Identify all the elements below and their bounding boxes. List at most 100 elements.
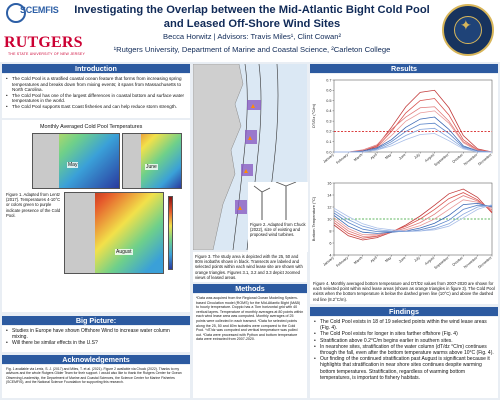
x-tick-label: October: [452, 255, 465, 267]
x-tick-label: March: [353, 256, 363, 265]
list-item: The Cold Pool is a stratified coastal oc…: [6, 76, 186, 93]
y-axis-label: DT/Dz (°C/m): [311, 103, 316, 128]
methods-text: *Data was acquired from the Regional Oce…: [196, 296, 304, 342]
list-item: The Cold Pool supports East Coast fisher…: [6, 104, 186, 110]
results-heading: Results: [310, 64, 498, 73]
series-line: [334, 133, 492, 153]
x-tick-label: November: [463, 255, 479, 269]
poster-authors: Becca Horwitz | Advisors: Travis Miles¹,…: [163, 32, 341, 41]
series-line: [333, 188, 493, 241]
x-tick-label: June: [398, 256, 407, 264]
acknowledgements-panel: Fig. 1 available via Lentz, S. J. (2017)…: [2, 365, 190, 398]
series-line: [333, 202, 493, 234]
x-tick-label: November: [463, 152, 479, 166]
poster-header: SCEMFIS RUTGERS THE STATE UNIVERSITY OF …: [0, 0, 500, 62]
x-tick-label: January: [322, 256, 335, 267]
x-tick-label: June: [398, 153, 407, 161]
carleton-college-seal: ✦: [442, 4, 494, 56]
y-tick-label: 0.2: [326, 130, 331, 134]
x-tick-label: December: [477, 152, 493, 166]
map-label-may: May: [67, 162, 79, 168]
poster-affiliation: ¹Rutgers University, Department of Marin…: [113, 45, 391, 54]
figure2-caption: Figure 2. Adapted from Chuck (2022), siz…: [250, 222, 306, 238]
x-tick-label: February: [335, 256, 349, 268]
findings-heading: Findings: [310, 307, 498, 316]
figure3-caption-panel: Figure 3. The study area is depicted wit…: [193, 252, 307, 282]
list-item: Will there be similar effects in the U.S…: [6, 340, 186, 346]
series-line: [334, 106, 493, 153]
findings-panel: The Cold Pool exists in 18 of 19 selecte…: [310, 317, 498, 398]
y-tick-label: 0.7: [326, 78, 331, 82]
figure1-caption: Figure 1. Adapted from Lentz (2017). Tem…: [6, 192, 61, 218]
series-line: [333, 204, 493, 232]
series-line: [334, 116, 493, 153]
wind-turbine-illustration: [253, 181, 297, 220]
y-tick-label: 0.5: [326, 99, 331, 103]
big-picture-panel: Studies in Europe have shown Offshore Wi…: [2, 326, 190, 352]
big-picture-bullets: Studies in Europe have shown Offshore Wi…: [6, 328, 186, 347]
y-axis-label: Bottom Temperature (°C): [311, 196, 316, 241]
x-tick-label: September: [434, 152, 451, 167]
acknowledgements-text: Fig. 1 available via Lentz, S. J. (2017)…: [6, 367, 182, 384]
results-panel: 0.0 0.1 0.2 0.3 0.4 0.5 0.6 0.7 DT/Dz (°C/m) Janu…: [310, 74, 498, 304]
y-tick-label: 12: [327, 205, 331, 209]
x-tick-label: October: [452, 152, 465, 164]
y-tick-label: 16: [327, 181, 331, 185]
y-tick-label: 0.1: [326, 140, 331, 144]
map-label-august: August: [115, 249, 133, 255]
x-tick-label: December: [477, 255, 493, 269]
y-tick-label: 0.6: [326, 89, 331, 93]
list-item: The Cold Pool has one of the largest dif…: [6, 93, 186, 104]
x-tick-label: April: [370, 256, 378, 264]
figure1-panel: Monthly Averaged Cold Pool Temperatures …: [2, 120, 190, 312]
introduction-bullets: The Cold Pool is a stratified coastal oc…: [6, 76, 186, 110]
series-line: [333, 199, 493, 235]
scemfis-logo: SCEMFIS: [6, 3, 64, 25]
x-tick-label: April: [370, 153, 378, 161]
map-label-june: June: [145, 164, 158, 170]
introduction-heading: Introduction: [2, 64, 190, 73]
x-tick-label: February: [335, 153, 349, 165]
figure4-caption: Figure 4. Monthly averaged bottom temper…: [313, 281, 495, 302]
list-item: In nearshore sites, stratification of th…: [314, 344, 494, 356]
x-tick-label: July: [413, 256, 421, 263]
list-item: The Cold Pool exists in 18 of 19 selecte…: [314, 319, 494, 331]
plot-area: [333, 79, 493, 153]
methods-panel: *Data was acquired from the Regional Oce…: [193, 294, 307, 398]
map-june: June: [122, 133, 182, 189]
figure1-title: Monthly Averaged Cold Pool Temperatures: [40, 124, 143, 130]
figure2-panel: Figure 2. Adapted from Chuck (2022), siz…: [248, 181, 308, 252]
rutgers-logo-subtitle: THE STATE UNIVERSITY OF NEW JERSEY: [8, 52, 86, 56]
x-tick-label: May: [384, 256, 392, 264]
introduction-panel: The Cold Pool is a stratified coastal oc…: [2, 74, 190, 118]
y-tick-label: 0.3: [326, 119, 331, 123]
list-item: Our finding of the continued stratificat…: [314, 356, 494, 381]
acknowledgements-heading: Acknowledgements: [2, 355, 190, 364]
methods-heading: Methods: [193, 284, 307, 293]
list-item: Studies in Europe have shown Offshore Wi…: [6, 328, 186, 340]
x-tick-label: March: [353, 153, 363, 162]
y-tick-label: 0.0: [326, 150, 331, 154]
list-item: The Cold Pool exists for longer in sites…: [314, 331, 494, 337]
map-may: May: [32, 133, 120, 189]
dtdz-chart: 0.0 0.1 0.2 0.3 0.4 0.5 0.6 0.7 DT/Dz (°C/m) Janu…: [311, 78, 493, 167]
y-tick-label: 10: [327, 217, 331, 221]
y-tick-label: 4: [329, 253, 331, 257]
poster-title: Investigating the Overlap between the Mi…: [74, 4, 430, 30]
findings-bullets: The Cold Pool exists in 18 of 19 selecte…: [314, 319, 494, 381]
x-tick-label: August: [424, 153, 435, 163]
x-tick-label: January: [322, 153, 335, 164]
y-tick-label: 6: [329, 241, 331, 245]
x-tick-label: May: [384, 153, 392, 161]
y-tick-label: 14: [327, 193, 331, 197]
temperature-colorbar: [168, 196, 173, 270]
y-tick-label: 0.4: [326, 109, 331, 113]
big-picture-heading: Big Picture:: [2, 316, 190, 325]
y-tick-label: 8: [329, 229, 331, 233]
x-tick-label: August: [424, 256, 435, 266]
x-tick-label: July: [413, 153, 421, 160]
map-august: August: [64, 192, 164, 274]
series-line: [333, 195, 493, 237]
x-tick-label: September: [434, 255, 451, 270]
